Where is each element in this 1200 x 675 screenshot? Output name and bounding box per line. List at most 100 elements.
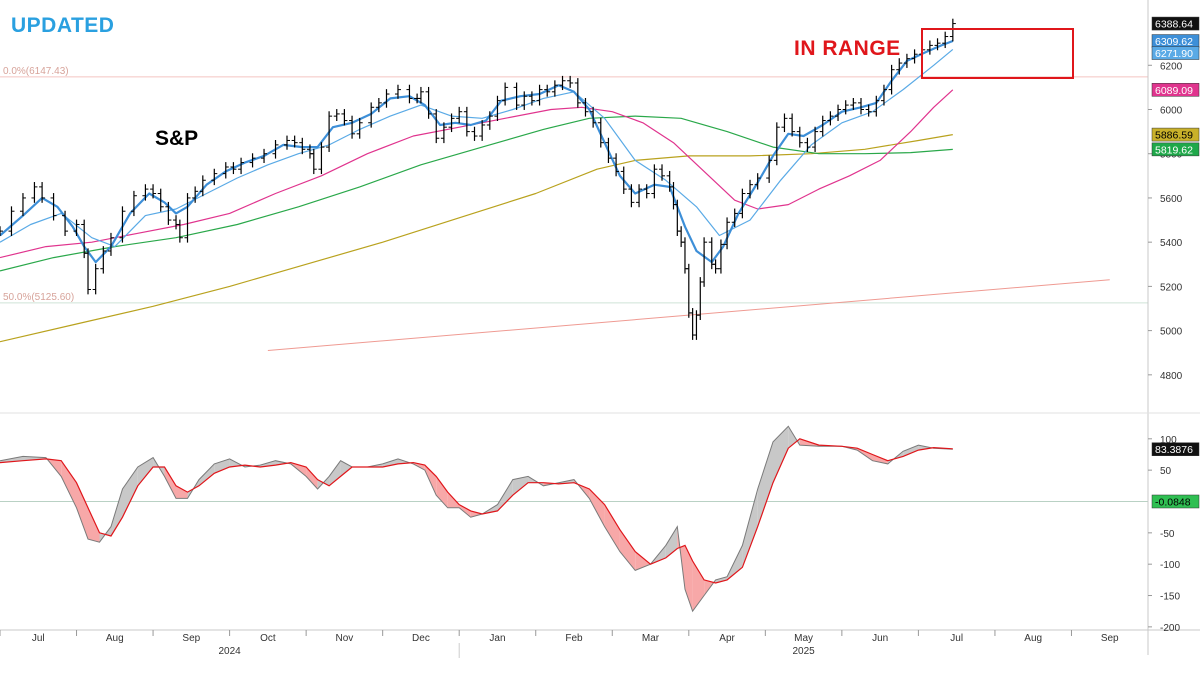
- month-label: Jul: [32, 633, 45, 644]
- price-bar: [92, 263, 99, 295]
- osc-fill: [61, 460, 77, 508]
- price-bar: [368, 102, 375, 128]
- osc-tag-bg: [1151, 494, 1200, 509]
- price-bar: [486, 111, 493, 130]
- price-bar: [613, 153, 620, 177]
- price-bar: [425, 86, 432, 119]
- osc-signal-line: [0, 438, 953, 584]
- month-label: Oct: [260, 633, 276, 644]
- price-bar: [850, 98, 857, 110]
- price-tag-ma-med: 6271.90: [1151, 46, 1200, 60]
- price-tag-value: 6271.90: [1155, 48, 1193, 60]
- price-bar: [394, 84, 401, 99]
- osc-fill: [512, 476, 529, 496]
- price-bar: [349, 115, 356, 139]
- osc-tick-label: -200: [1160, 623, 1180, 634]
- osc-fill: [137, 457, 154, 486]
- price-bar: [911, 49, 918, 64]
- month-label: Sep: [1101, 633, 1119, 644]
- price-bar: [417, 86, 424, 104]
- ma-100-line: [0, 115, 953, 272]
- price-bar: [926, 40, 933, 55]
- osc-tag-value: 83.3876: [1155, 444, 1193, 456]
- osc-fill: [903, 445, 919, 457]
- price-bar: [724, 217, 731, 250]
- month-label: Aug: [106, 633, 124, 644]
- price-tag-bg: [1151, 142, 1200, 157]
- ma-200-line: [0, 134, 953, 343]
- osc-fill: [604, 504, 620, 552]
- osc-fill: [872, 454, 888, 464]
- price-tag-value: 6309.62: [1155, 36, 1193, 48]
- price-bar: [50, 193, 57, 221]
- price-bar: [19, 193, 26, 217]
- price-bar: [835, 104, 842, 121]
- osc-tick-label: -50: [1160, 529, 1175, 540]
- osc-fill: [340, 460, 353, 477]
- osc-fill: [76, 482, 88, 540]
- osc-fill: [470, 510, 483, 518]
- price-bar: [812, 126, 819, 152]
- price-bar: [766, 155, 773, 183]
- price-bar: [739, 188, 746, 219]
- price-bar: [272, 140, 279, 159]
- price-bar: [934, 38, 941, 51]
- osc-fill: [715, 576, 728, 583]
- osc-fill: [742, 489, 758, 568]
- month-label: Jan: [489, 633, 505, 644]
- price-bar: [842, 100, 849, 115]
- price-bar: [100, 246, 107, 274]
- osc-fill: [111, 489, 123, 536]
- price-tick-label: 6000: [1160, 106, 1183, 117]
- price-bar: [199, 175, 206, 197]
- price-bars: [0, 18, 956, 340]
- price-bar: [383, 89, 390, 108]
- price-bar: [731, 208, 738, 228]
- price-bar: [773, 122, 780, 166]
- osc-fill: [382, 458, 398, 467]
- price-bar: [456, 106, 463, 124]
- price-bar: [582, 98, 589, 117]
- price-bar: [942, 31, 949, 49]
- price-bar: [318, 142, 325, 175]
- osc-fill: [665, 526, 678, 558]
- osc-fill: [214, 458, 230, 474]
- osc-fill: [589, 489, 605, 527]
- price-bar: [62, 210, 69, 236]
- price-bar: [433, 109, 440, 144]
- price-bar: [333, 109, 340, 121]
- month-label: Feb: [565, 633, 583, 644]
- osc-fill: [329, 460, 341, 486]
- month-label: Nov: [336, 633, 354, 644]
- month-label: Apr: [719, 633, 735, 644]
- price-bar: [192, 186, 199, 203]
- osc-value-tag: 83.3876: [1151, 442, 1200, 456]
- osc-tick-label: 50: [1160, 466, 1172, 477]
- price-bar: [479, 120, 486, 141]
- price-bar: [903, 53, 910, 68]
- price-tag-bg: [1151, 46, 1200, 60]
- osc-tag-value: -0.0848: [1155, 496, 1191, 508]
- price-tag-ma-200: 5886.59: [1151, 127, 1200, 142]
- price-tag-value: 5886.59: [1155, 130, 1193, 142]
- price-bar: [796, 126, 803, 148]
- month-label: Jun: [872, 633, 888, 644]
- price-bar: [513, 82, 520, 110]
- price-bar: [165, 201, 172, 225]
- price-bar: [150, 184, 157, 199]
- price-bar: [157, 188, 164, 212]
- price-bar: [643, 184, 650, 199]
- month-label: Mar: [642, 633, 660, 644]
- price-bar: [717, 239, 724, 274]
- price-tag-bg: [1151, 16, 1200, 31]
- price-bar: [804, 137, 811, 152]
- price-bar: [249, 153, 256, 168]
- in-range-label: IN RANGE: [794, 37, 901, 60]
- price-bar: [896, 58, 903, 75]
- price-bar: [781, 113, 788, 133]
- price-bar: [0, 226, 3, 236]
- price-tag-close: 6388.64: [1151, 16, 1200, 31]
- osc-fill: [88, 507, 100, 543]
- osc-fill: [424, 465, 437, 496]
- ma-med-line: [0, 48, 954, 248]
